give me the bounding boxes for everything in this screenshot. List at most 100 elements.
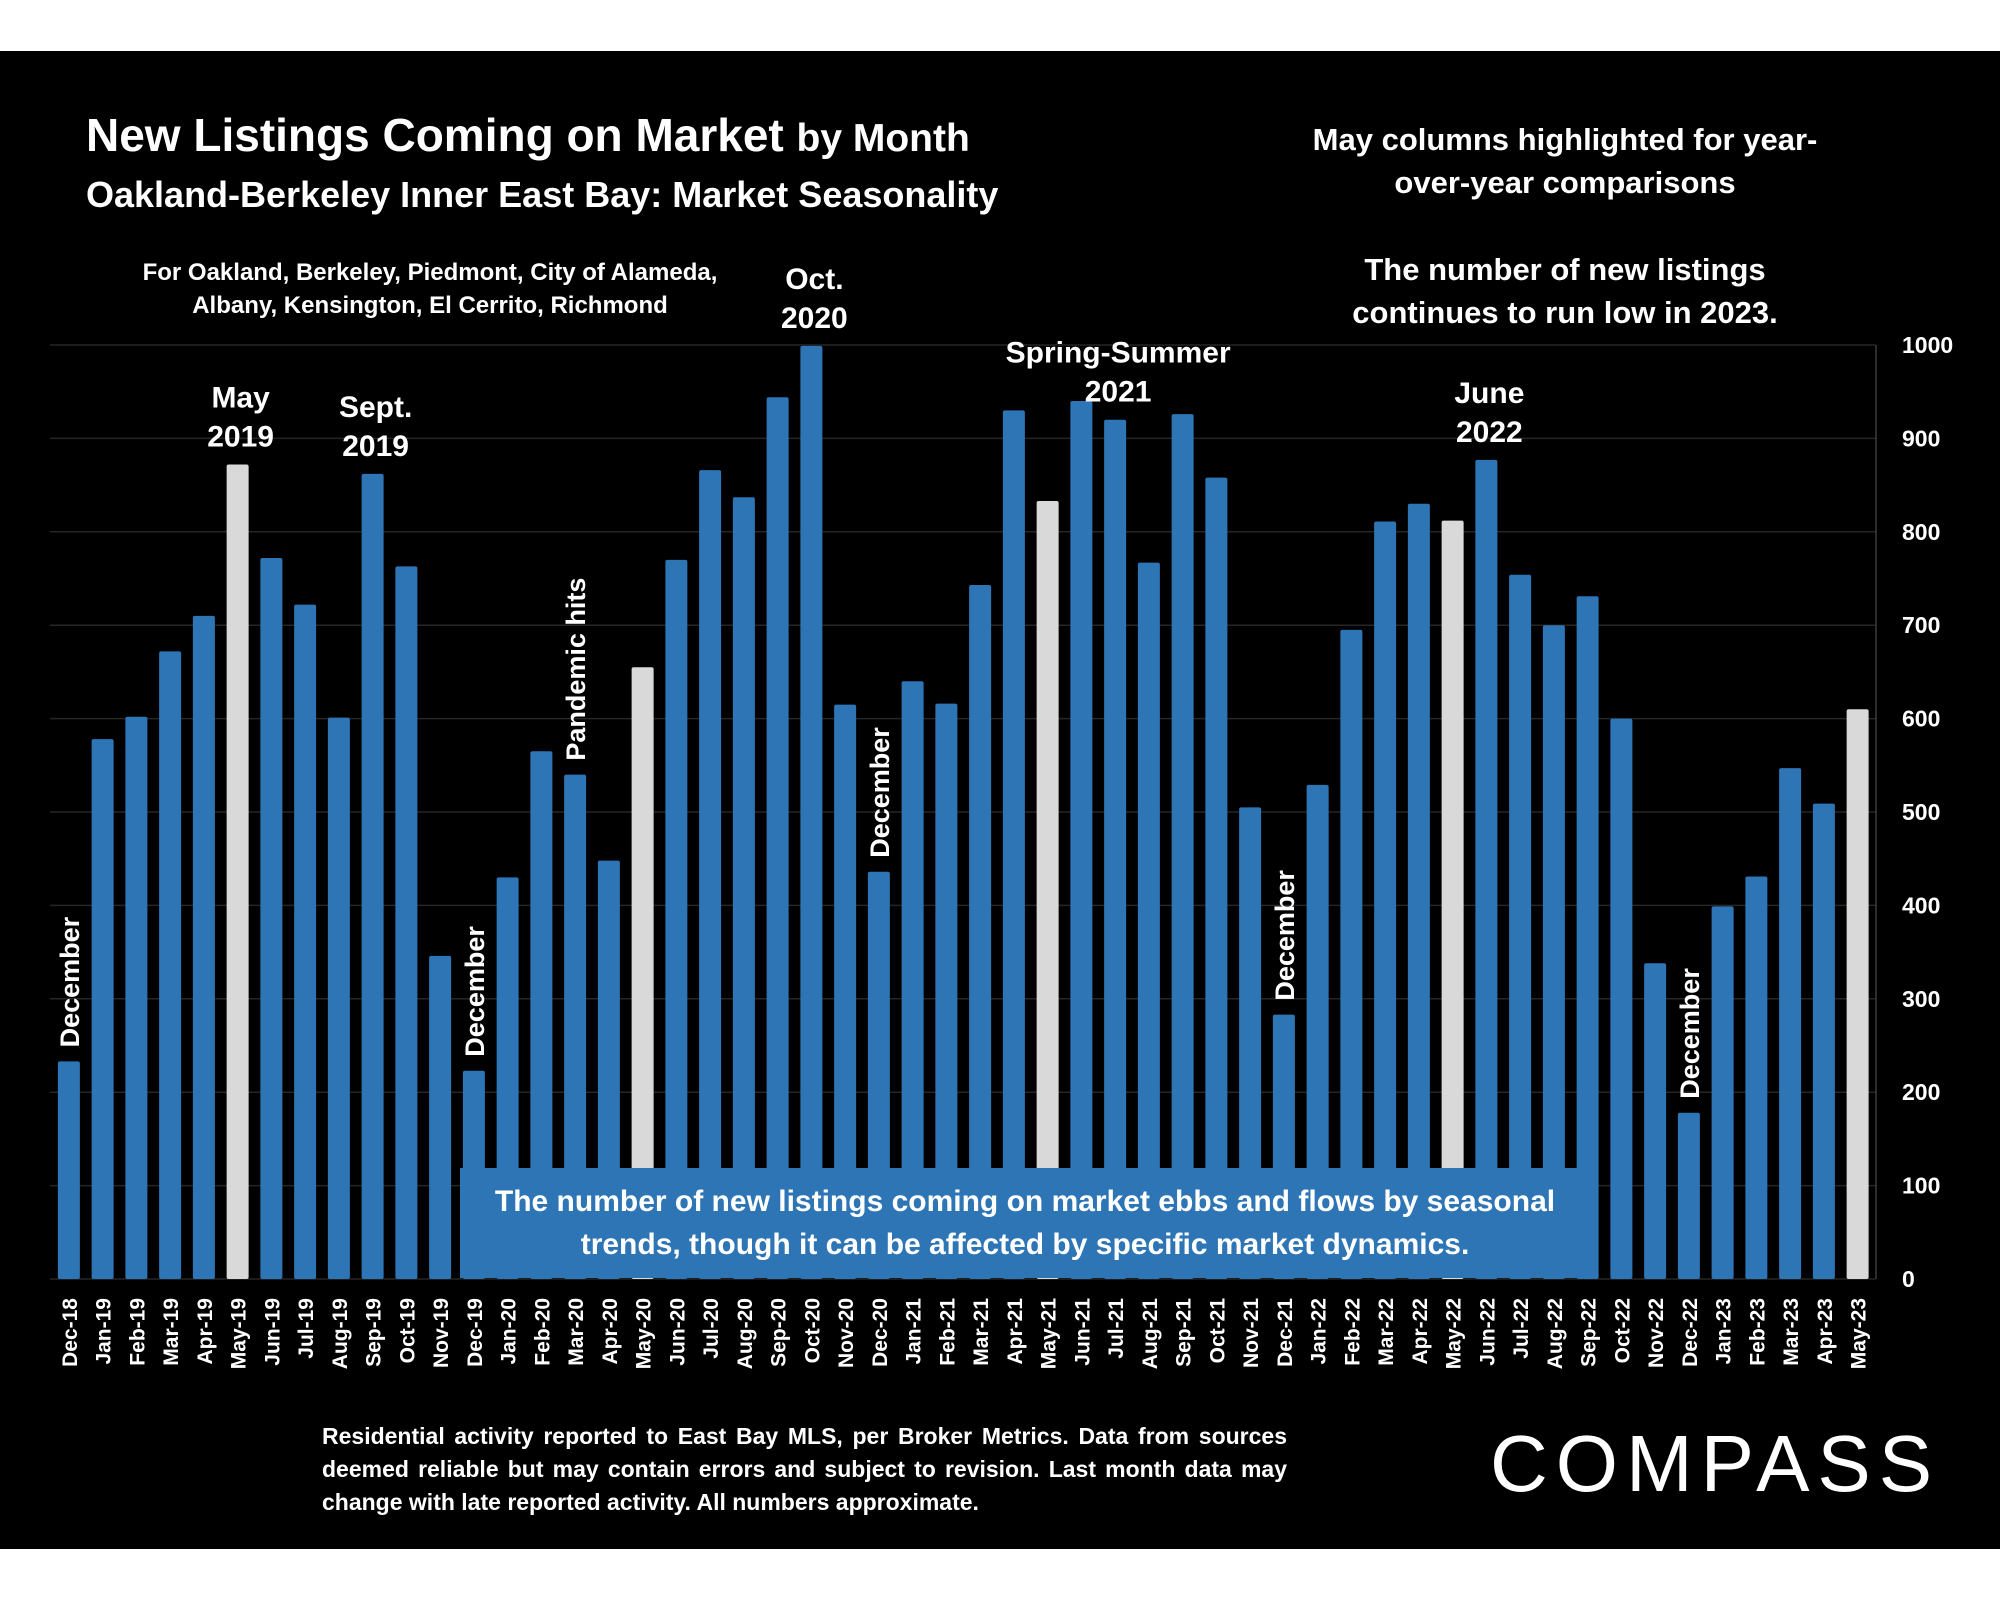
bar <box>1104 419 1127 1280</box>
x-tick-label: Apr-19 <box>194 1298 217 1365</box>
bar <box>1745 876 1768 1279</box>
bar-highlight <box>226 464 249 1279</box>
x-tick-label: Nov-21 <box>1240 1298 1263 1368</box>
annotation-label: Pandemic hits <box>561 578 591 761</box>
bar <box>327 717 350 1279</box>
chart-title: New Listings Coming on Market by Month <box>86 108 970 162</box>
scope-note: For Oakland, Berkeley, Piedmont, City of… <box>142 259 718 319</box>
bar <box>1002 410 1025 1279</box>
x-tick-label: Dec-22 <box>1679 1298 1702 1367</box>
bar-highlight <box>631 667 654 1279</box>
x-tick-label: Mar-19 <box>160 1298 183 1366</box>
y-tick-label: 900 <box>1902 425 1940 451</box>
annotation-label: December <box>1675 968 1705 1099</box>
x-tick-label: Dec-20 <box>869 1298 892 1367</box>
x-tick-label: Dec-21 <box>1274 1298 1297 1367</box>
x-tick-label: Jul-21 <box>1105 1298 1128 1359</box>
x-tick-label: May-19 <box>228 1298 251 1369</box>
y-tick-label: 100 <box>1902 1173 1940 1199</box>
bar <box>260 557 283 1279</box>
x-tick-label: Jun-20 <box>666 1298 689 1366</box>
annotation-label: December <box>55 916 85 1047</box>
bar <box>125 716 148 1279</box>
x-tick-label: May-20 <box>633 1298 656 1369</box>
bar <box>1171 414 1194 1280</box>
bar <box>1374 521 1397 1279</box>
y-tick-label: 400 <box>1902 892 1940 918</box>
bar <box>294 604 317 1279</box>
x-tick-label: Feb-22 <box>1341 1298 1364 1366</box>
x-tick-label: Apr-22 <box>1409 1298 1432 1365</box>
x-tick-label: May-21 <box>1038 1298 1061 1370</box>
bar <box>732 497 755 1279</box>
x-tick-label: Mar-23 <box>1780 1298 1803 1366</box>
x-tick-label: Jun-22 <box>1476 1298 1499 1366</box>
title-main-text: New Listings Coming on Market <box>86 109 784 161</box>
x-tick-label: Aug-22 <box>1544 1298 1567 1369</box>
annotation-label: December <box>460 926 490 1057</box>
x-tick-label: Dec-18 <box>59 1298 82 1367</box>
bar <box>1239 807 1262 1279</box>
x-tick-label: Jun-19 <box>261 1298 284 1366</box>
annotation-label-year: 2022 <box>1456 416 1523 449</box>
title-suffix: by Month <box>796 117 970 160</box>
y-tick-label: 200 <box>1902 1079 1940 1105</box>
bar <box>429 955 452 1279</box>
x-tick-label: Nov-20 <box>835 1298 858 1368</box>
x-tick-label: Jan-20 <box>498 1298 521 1365</box>
y-tick-label: 700 <box>1902 612 1940 638</box>
bar <box>361 473 384 1280</box>
bar <box>699 470 722 1279</box>
bar <box>665 559 688 1279</box>
x-tick-label: Oct-19 <box>396 1298 419 1363</box>
bar <box>1070 401 1093 1279</box>
bar <box>1407 503 1430 1279</box>
annotation-label: December <box>865 727 895 858</box>
annotation-label: Sept. <box>339 391 412 424</box>
annotation-label: Spring-Summer <box>1006 337 1231 370</box>
bar-highlight <box>1036 500 1059 1279</box>
annotation-label-year: 2019 <box>207 421 274 454</box>
bar <box>395 566 418 1279</box>
bar <box>766 397 789 1280</box>
x-tick-label: Apr-23 <box>1814 1298 1837 1365</box>
bar <box>1205 477 1228 1279</box>
bar-highlight <box>1441 520 1464 1279</box>
x-tick-label: Oct-22 <box>1611 1298 1634 1363</box>
bar <box>834 704 857 1279</box>
bar <box>57 1061 80 1279</box>
x-tick-label: Jul-19 <box>295 1298 318 1359</box>
x-tick-label: Sep-22 <box>1578 1298 1601 1367</box>
x-tick-label: Aug-20 <box>734 1298 757 1369</box>
x-tick-label: Jan-21 <box>903 1298 926 1365</box>
x-tick-label: Aug-19 <box>329 1298 352 1369</box>
bar <box>159 651 182 1279</box>
bar <box>901 681 924 1279</box>
bar <box>1509 574 1532 1279</box>
bar <box>530 751 553 1279</box>
x-tick-label: Mar-20 <box>565 1298 588 1366</box>
x-tick-label: Sep-19 <box>363 1298 386 1367</box>
bar <box>1677 1112 1700 1279</box>
bar <box>1306 784 1329 1279</box>
bar <box>192 615 215 1279</box>
x-tick-label: May-23 <box>1848 1298 1871 1369</box>
bar <box>564 774 587 1279</box>
bar <box>969 585 992 1279</box>
x-tick-label: Nov-22 <box>1645 1298 1668 1368</box>
bar <box>1475 459 1498 1280</box>
bar <box>1576 596 1599 1279</box>
x-tick-label: Oct-20 <box>801 1298 824 1363</box>
y-tick-label: 800 <box>1902 519 1940 545</box>
x-tick-label: Apr-21 <box>1004 1298 1027 1365</box>
x-tick-label: Jan-23 <box>1713 1298 1736 1365</box>
compass-logo: COMPASS <box>1490 1419 1941 1508</box>
x-tick-label: Jun-21 <box>1071 1298 1094 1366</box>
chart-subtitle: Oakland-Berkeley Inner East Bay: Market … <box>86 174 999 215</box>
may-highlight-note: May columns highlighted for year-over-ye… <box>1312 122 1818 200</box>
x-tick-label: Mar-21 <box>970 1298 993 1366</box>
annotation-label-year: 2020 <box>781 302 848 335</box>
x-tick-label: Jan-19 <box>93 1298 116 1365</box>
x-tick-label: Feb-19 <box>126 1298 149 1366</box>
